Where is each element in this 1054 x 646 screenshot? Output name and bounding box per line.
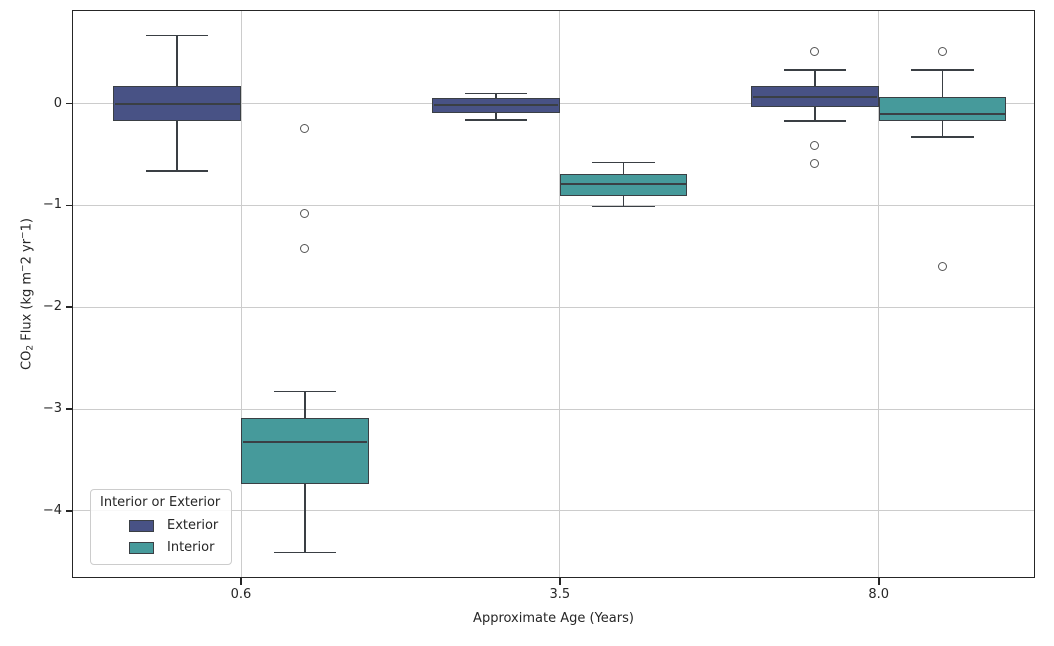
y-tick-label: −3 xyxy=(42,401,62,417)
legend-entries: Exterior Interior xyxy=(100,517,220,556)
median-line xyxy=(433,103,559,106)
outlier-point xyxy=(300,243,310,253)
whisker-cap xyxy=(592,161,655,164)
outlier-point xyxy=(810,140,820,150)
y-axis-label-part: 2 yr xyxy=(19,238,35,265)
median-line xyxy=(114,102,240,105)
y-axis-label: CO2 Flux (kg m−2 yr−1) xyxy=(19,218,36,370)
whisker xyxy=(304,391,306,419)
median-line xyxy=(561,183,686,186)
y-tick-mark xyxy=(65,408,72,410)
x-tick-mark xyxy=(559,578,561,585)
whisker xyxy=(814,106,816,121)
box-interior-3.5 xyxy=(559,173,688,197)
whisker-cap xyxy=(145,34,209,37)
whisker xyxy=(495,93,497,98)
whisker-cap xyxy=(464,119,528,121)
whisker-cap xyxy=(783,120,847,122)
legend-entry-label: Exterior xyxy=(167,518,219,533)
y-tick-mark xyxy=(65,204,72,207)
whisker-cap xyxy=(592,205,655,208)
outlier-point xyxy=(300,123,310,133)
outlier-point xyxy=(810,47,820,57)
whisker xyxy=(941,70,944,97)
y-axis-label-part: − xyxy=(18,264,29,272)
whisker-cap xyxy=(783,69,847,71)
median-line xyxy=(242,440,368,443)
outlier-point xyxy=(938,47,948,57)
y-tick-mark xyxy=(65,306,72,308)
x-axis-label: Approximate Age (Years) xyxy=(473,611,634,626)
x-tick-label: 3.5 xyxy=(549,587,571,602)
whisker-cap xyxy=(273,551,336,554)
whisker xyxy=(622,162,625,174)
y-tick-mark xyxy=(65,102,72,105)
y-tick-label: −2 xyxy=(42,299,62,315)
y-tick-label: −1 xyxy=(42,197,62,213)
x-tick-mark xyxy=(240,578,242,585)
whisker xyxy=(495,112,497,120)
legend-entry-interior: Interior xyxy=(129,539,220,556)
legend-title: Interior or Exterior xyxy=(100,495,221,510)
whisker xyxy=(622,196,625,207)
box-interior-8.0 xyxy=(878,96,1007,121)
y-gridline xyxy=(72,408,1035,410)
box-interior-0.6 xyxy=(241,418,369,485)
x-gridline xyxy=(240,10,242,578)
y-gridline xyxy=(72,306,1035,308)
median-line xyxy=(752,95,878,98)
y-axis-label-part: 1) xyxy=(19,218,35,232)
whisker-cap xyxy=(464,92,528,95)
legend-entry-label: Interior xyxy=(167,540,215,555)
y-axis-label-part: 2 xyxy=(25,344,36,351)
y-gridline xyxy=(72,510,1035,512)
x-tick-label: 0.6 xyxy=(230,587,252,602)
legend-entry-exterior: Exterior xyxy=(129,517,220,534)
whisker xyxy=(176,120,178,171)
x-tick-label: 8.0 xyxy=(868,587,890,602)
whisker-cap xyxy=(273,390,336,393)
whisker xyxy=(176,35,178,87)
whisker xyxy=(304,484,306,553)
median-line xyxy=(880,112,1005,115)
whisker xyxy=(941,120,944,138)
y-tick-mark xyxy=(65,510,72,512)
y-axis-label-part: CO xyxy=(19,350,35,370)
legend-swatch-interior xyxy=(129,541,154,554)
y-gridline xyxy=(72,204,1035,206)
x-gridline xyxy=(559,10,561,578)
outlier-point xyxy=(810,159,820,169)
x-tick-mark xyxy=(878,578,880,585)
y-axis-label-part: − xyxy=(18,231,29,239)
outlier-point xyxy=(300,209,310,219)
whisker-cap xyxy=(911,136,974,138)
outlier-point xyxy=(938,262,948,272)
whisker-cap xyxy=(911,69,974,71)
whisker xyxy=(814,70,816,87)
whisker-cap xyxy=(145,170,209,172)
y-tick-label: −4 xyxy=(42,502,62,518)
x-gridline xyxy=(878,10,880,578)
legend: Interior or Exterior Exterior Interior xyxy=(90,489,233,565)
y-tick-label: 0 xyxy=(53,95,62,111)
legend-swatch-exterior xyxy=(129,519,154,532)
